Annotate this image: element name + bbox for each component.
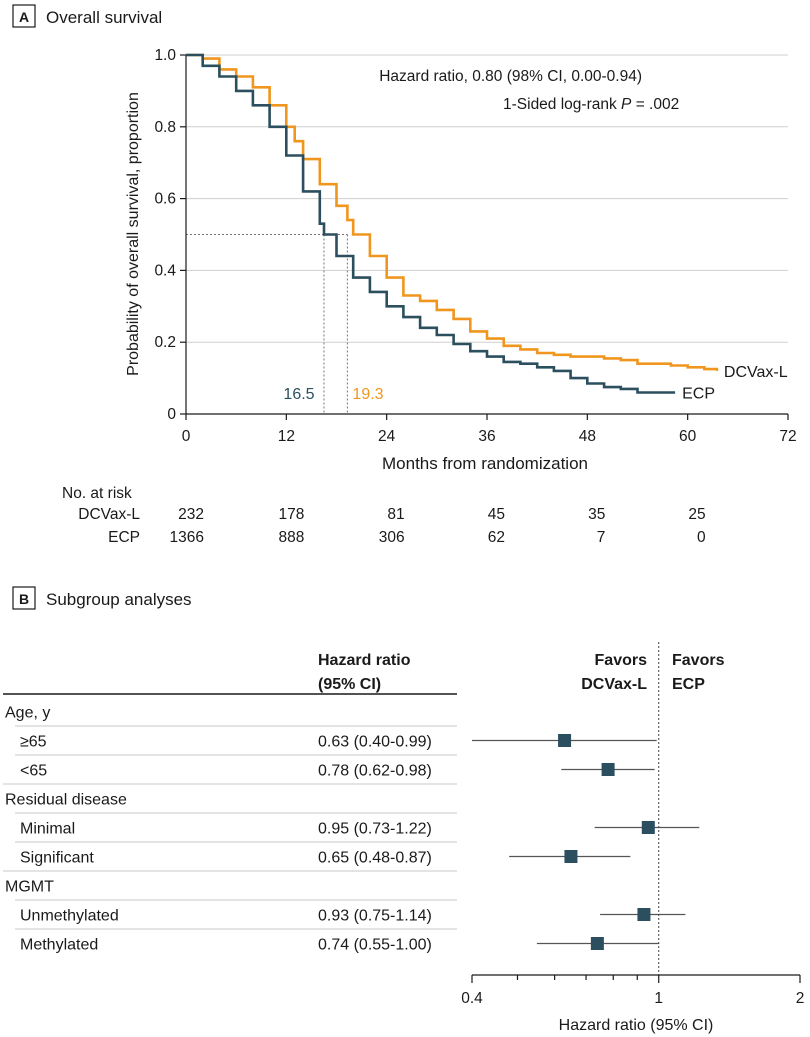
forest-tick-label: 0.4	[461, 990, 483, 1007]
forest-col-header-1: Hazard ratio	[318, 652, 411, 669]
km-x-tick-label: 12	[278, 428, 295, 445]
panel-b-title: Subgroup analyses	[46, 590, 192, 609]
at-risk-value: 306	[379, 529, 405, 546]
at-risk-row-label: ECP	[108, 529, 140, 546]
forest-rows: Age, y ≥65 0.63 (0.40-0.99) <65 0.78 (0.62-0…	[3, 705, 457, 954]
forest-group-label: Residual disease	[5, 792, 127, 809]
panel-b-letter-box	[12, 586, 36, 610]
km-y-axis-label: Probability of overall survival, proport…	[125, 92, 142, 376]
forest-tick-label: 2	[796, 990, 805, 1007]
at-risk-value: 232	[178, 506, 204, 523]
favors-dcvax-2: DCVax-L	[581, 676, 647, 693]
forest-group-label: MGMT	[5, 879, 54, 896]
forest-row-label: ≥65	[20, 734, 47, 751]
median-dcvax-label: 19.3	[352, 386, 383, 403]
forest-point	[641, 821, 655, 834]
forest-point	[558, 734, 572, 747]
forest-hr-text: 0.65 (0.48-0.87)	[318, 850, 432, 867]
km-x-tick-label: 72	[779, 428, 796, 445]
km-x-tick-label: 48	[579, 428, 596, 445]
forest-hr-text: 0.93 (0.75-1.14)	[318, 908, 432, 925]
km-y-tick-label: 1.0	[154, 47, 176, 64]
km-x-axis-label: Months from randomization	[382, 454, 588, 473]
favors-ecp-2: ECP	[672, 676, 705, 693]
at-risk-value: 7	[597, 529, 606, 546]
at-risk-value: 25	[688, 506, 705, 523]
forest-point	[601, 763, 615, 776]
logrank-annotation: 1-Sided log-rank P = .002	[503, 96, 679, 113]
logrank-p: P	[621, 96, 632, 113]
km-y-tick-label: 0.4	[154, 262, 176, 279]
km-y-tick-label: 0.6	[154, 191, 176, 208]
at-risk-title: No. at risk	[62, 485, 132, 502]
logrank-suffix: = .002	[631, 96, 679, 113]
panel-b-letter: B	[19, 591, 29, 607]
hazard-ratio-annotation: Hazard ratio, 0.80 (98% CI, 0.00-0.94)	[379, 68, 642, 85]
forest-group-label: Age, y	[5, 705, 50, 722]
forest-row-label: Significant	[20, 850, 94, 867]
forest-hr-text: 0.74 (0.55-1.00)	[318, 937, 432, 954]
km-series-label: ECP	[682, 385, 715, 402]
at-risk-table: DCVax-L 232 178 81 45 35 25 ECP 1366 888 306 62 7 0	[78, 506, 706, 546]
km-labels: DCVax-L ECP	[682, 364, 788, 403]
forest-row-label: Methylated	[20, 937, 98, 954]
forest-plot: 0.4 1 2	[461, 642, 804, 1007]
at-risk-value: 81	[387, 506, 404, 523]
panel-a-letter-box	[12, 4, 36, 28]
forest-point	[590, 937, 604, 950]
km-gridlines	[186, 54, 788, 414]
panel-a-letter: A	[19, 9, 29, 25]
panel-a-title: Overall survival	[46, 8, 162, 27]
km-y-tick-label: 0.8	[154, 119, 176, 136]
forest-hr-text: 0.95 (0.73-1.22)	[318, 821, 432, 838]
forest-point	[637, 908, 651, 921]
forest-hr-text: 0.78 (0.62-0.98)	[318, 763, 432, 780]
km-series-label: DCVax-L	[724, 364, 788, 381]
km-axes: 0 0.2 0.4 0.6 0.8 1.0 0 12 24 36 48 60 72	[154, 47, 796, 445]
km-curve-ecp	[186, 53, 676, 394]
forest-row-label: Minimal	[20, 821, 75, 838]
forest-hr-text: 0.63 (0.40-0.99)	[318, 734, 432, 751]
forest-row-label: <65	[20, 763, 47, 780]
km-x-tick-label: 24	[378, 428, 396, 445]
at-risk-row-label: DCVax-L	[78, 506, 140, 523]
favors-dcvax-1: Favors	[595, 652, 648, 669]
favors-ecp-1: Favors	[672, 652, 725, 669]
at-risk-value: 35	[588, 506, 605, 523]
km-x-tick-label: 60	[679, 428, 697, 445]
km-curve-dcvax-l	[186, 53, 719, 371]
at-risk-value: 1366	[170, 529, 204, 546]
at-risk-value: 45	[488, 506, 505, 523]
logrank-prefix: 1-Sided log-rank	[503, 96, 621, 113]
km-x-tick-label: 0	[182, 428, 191, 445]
forest-tick-label: 1	[654, 990, 663, 1007]
at-risk-value: 888	[278, 529, 304, 546]
forest-point	[564, 850, 578, 863]
km-y-tick-label: 0	[167, 406, 176, 423]
km-curves	[186, 53, 719, 394]
forest-row-label: Unmethylated	[20, 908, 119, 925]
forest-x-axis-label: Hazard ratio (95% CI)	[559, 1017, 714, 1034]
at-risk-value: 62	[488, 529, 505, 546]
at-risk-value: 178	[278, 506, 304, 523]
at-risk-value: 0	[697, 529, 706, 546]
forest-col-header-2: (95% CI)	[318, 676, 381, 693]
km-x-tick-label: 36	[478, 428, 495, 445]
median-ecp-label: 16.5	[283, 386, 314, 403]
km-y-tick-label: 0.2	[154, 334, 176, 351]
